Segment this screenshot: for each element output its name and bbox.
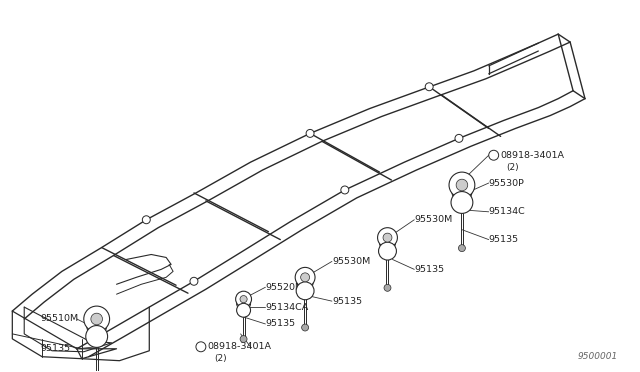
Circle shape	[142, 216, 150, 224]
Circle shape	[190, 277, 198, 285]
Ellipse shape	[452, 181, 472, 202]
Circle shape	[449, 172, 475, 198]
Circle shape	[425, 83, 433, 91]
Text: 95530P: 95530P	[489, 179, 525, 187]
Text: 08918-3401A: 08918-3401A	[500, 151, 564, 160]
Text: 95530M: 95530M	[414, 215, 452, 224]
Circle shape	[378, 242, 396, 260]
Text: 9500001: 9500001	[577, 352, 618, 361]
Text: 95135: 95135	[414, 265, 444, 274]
Text: 08918-3401A: 08918-3401A	[208, 342, 272, 351]
Circle shape	[91, 313, 102, 325]
Circle shape	[236, 291, 252, 307]
Ellipse shape	[87, 315, 107, 336]
Text: 95520M: 95520M	[266, 283, 303, 292]
Text: (2): (2)	[214, 354, 227, 363]
Circle shape	[456, 179, 468, 191]
Circle shape	[240, 296, 247, 303]
Circle shape	[84, 306, 109, 332]
Circle shape	[383, 233, 392, 242]
Text: 95134C: 95134C	[489, 207, 525, 216]
Circle shape	[296, 282, 314, 300]
Circle shape	[458, 245, 465, 251]
Circle shape	[341, 186, 349, 194]
Text: 95135: 95135	[40, 344, 70, 353]
Text: 95135: 95135	[266, 320, 296, 328]
Ellipse shape	[380, 234, 396, 251]
Text: N: N	[198, 344, 204, 349]
Ellipse shape	[237, 296, 250, 310]
Text: N: N	[491, 153, 497, 158]
Text: 95530M: 95530M	[332, 257, 370, 266]
Text: 95135: 95135	[489, 235, 519, 244]
Circle shape	[301, 273, 310, 282]
Ellipse shape	[297, 274, 313, 291]
Circle shape	[451, 192, 473, 214]
Circle shape	[378, 228, 397, 247]
Circle shape	[489, 150, 499, 160]
Text: (2): (2)	[507, 163, 519, 171]
Text: 95510M: 95510M	[40, 314, 78, 324]
Circle shape	[86, 326, 108, 347]
Circle shape	[295, 267, 315, 287]
Circle shape	[196, 342, 206, 352]
Circle shape	[455, 134, 463, 142]
Text: 95134CA: 95134CA	[266, 302, 308, 312]
Text: 95135: 95135	[332, 296, 362, 306]
Circle shape	[306, 129, 314, 137]
Circle shape	[237, 303, 250, 317]
Circle shape	[240, 336, 247, 343]
Circle shape	[384, 284, 391, 291]
Circle shape	[301, 324, 308, 331]
